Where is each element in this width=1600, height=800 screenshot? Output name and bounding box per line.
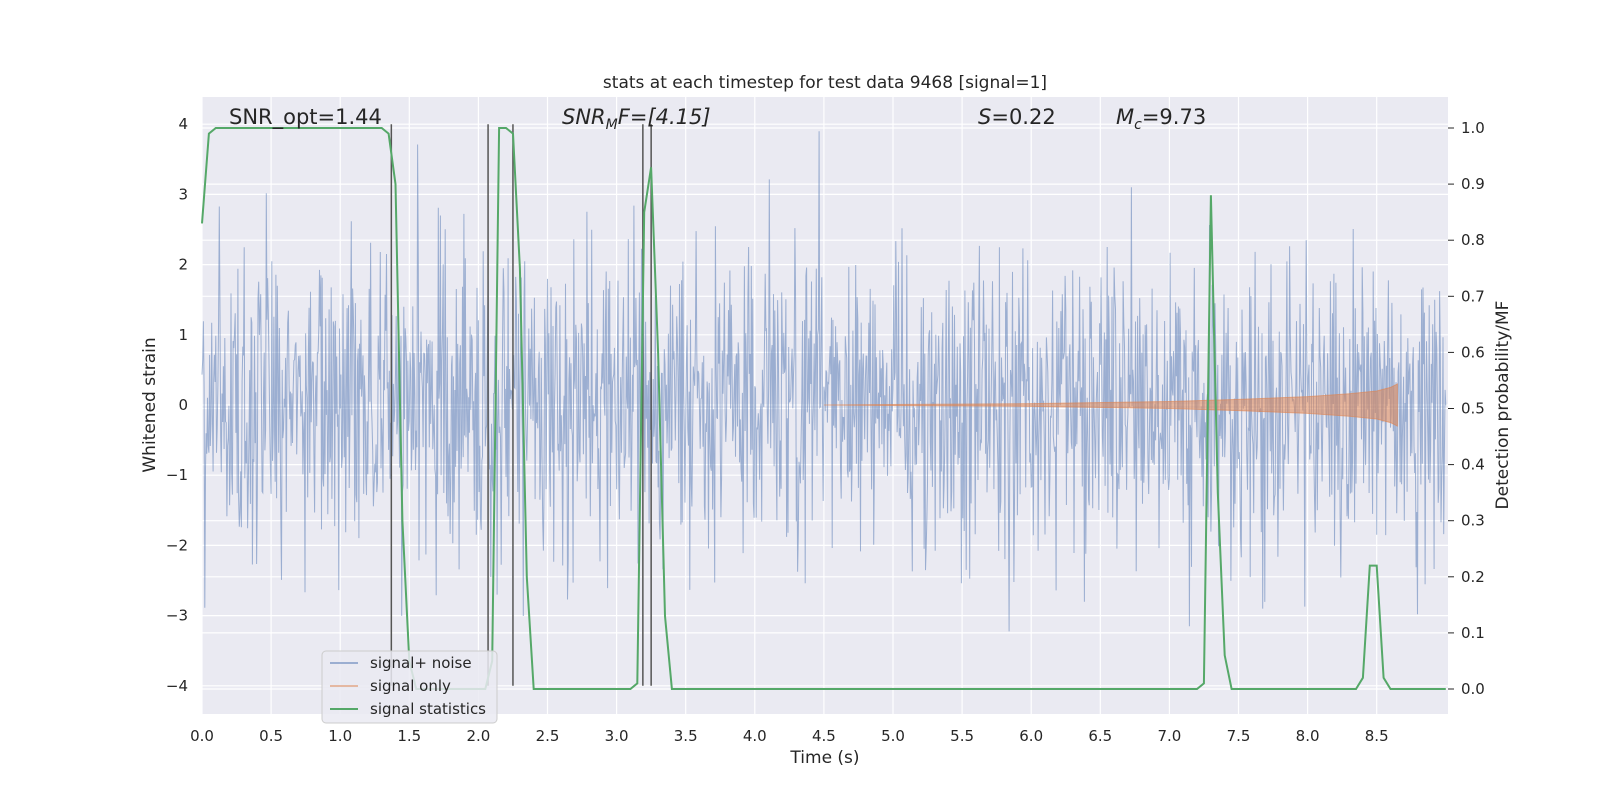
annotation-mc: Mc=9.73 bbox=[1116, 105, 1206, 133]
x-tick-label: 5.5 bbox=[950, 727, 974, 745]
y-left-tick-label: 1 bbox=[178, 326, 188, 344]
y-right-tick-label: 0.3 bbox=[1461, 512, 1485, 530]
x-tick-label: 8.0 bbox=[1296, 727, 1320, 745]
series-area-signal-only bbox=[823, 383, 1398, 427]
y-left-tick-label: 3 bbox=[178, 185, 188, 203]
y-left-tick-label: 4 bbox=[178, 115, 188, 133]
y-left-tick-label: 2 bbox=[178, 256, 188, 274]
x-tick-label: 7.0 bbox=[1157, 727, 1181, 745]
legend-label-signal-statistics: signal statistics bbox=[370, 700, 486, 718]
x-tick-label: 1.0 bbox=[328, 727, 352, 745]
annotation-snr-mf-prefix: SNR bbox=[562, 105, 606, 129]
legend-label-signal-only: signal only bbox=[370, 677, 451, 695]
y-axis-right-label: Detection probability/MF bbox=[1493, 301, 1513, 510]
y-axis-left-ticks: −4 −3 −2 −1 0 1 2 3 4 bbox=[166, 115, 188, 695]
x-tick-label: 3.5 bbox=[674, 727, 698, 745]
y-right-tick-label: 0.9 bbox=[1461, 175, 1485, 193]
series-signal-noise bbox=[201, 131, 1447, 632]
x-tick-label: 4.5 bbox=[812, 727, 836, 745]
y-axis-right-ticks: 0.0 0.1 0.2 0.3 0.4 0.5 0.6 0.7 0.8 0.9 1.0 bbox=[1448, 119, 1485, 698]
x-tick-label: 6.0 bbox=[1019, 727, 1043, 745]
x-axis-label: Time (s) bbox=[789, 748, 859, 768]
x-tick-label: 6.5 bbox=[1088, 727, 1112, 745]
x-tick-label: 5.0 bbox=[881, 727, 905, 745]
series-line-signal-noise bbox=[201, 131, 1447, 632]
annotation-snr-mf-suffix: F=[4.15] bbox=[618, 105, 711, 129]
annotation-s-stat-suffix: =0.22 bbox=[991, 105, 1055, 129]
chart-title: stats at each timestep for test data 946… bbox=[603, 73, 1047, 93]
legend: signal+ noise signal only signal statist… bbox=[321, 650, 498, 724]
y-right-tick-label: 0.4 bbox=[1461, 456, 1485, 474]
annotation-snr-mf-sub: M bbox=[606, 117, 618, 133]
annotation-s-stat-prefix: S bbox=[978, 105, 991, 129]
y-right-tick-label: 0.0 bbox=[1461, 680, 1485, 698]
y-axis-left-label: Whitened strain bbox=[140, 337, 160, 472]
y-right-tick-label: 0.1 bbox=[1461, 624, 1485, 642]
y-left-tick-label: 0 bbox=[178, 396, 188, 414]
x-tick-label: 0.0 bbox=[190, 727, 214, 745]
y-right-tick-label: 0.5 bbox=[1461, 400, 1485, 418]
series-signal-statistics bbox=[201, 127, 1446, 690]
x-tick-label: 3.0 bbox=[605, 727, 629, 745]
legend-box bbox=[321, 650, 498, 724]
x-tick-label: 0.5 bbox=[259, 727, 283, 745]
y-right-tick-label: 0.6 bbox=[1461, 343, 1485, 361]
x-tick-label: 4.0 bbox=[743, 727, 767, 745]
annotation-s-stat: S=0.22 bbox=[978, 105, 1056, 129]
x-axis-ticks: 0.0 0.5 1.0 1.5 2.0 2.5 3.0 3.5 4.0 4.5 5.0 5.5 6.0 6… bbox=[190, 727, 1389, 745]
y-left-tick-label: −4 bbox=[166, 677, 188, 695]
annotation-snr-opt: SNR_opt=1.44 bbox=[229, 105, 382, 130]
annotation-mc-suffix: =9.73 bbox=[1142, 105, 1206, 129]
annotation-mc-prefix: M bbox=[1116, 105, 1134, 129]
legend-label-signal-noise: signal+ noise bbox=[370, 654, 472, 672]
annotation-mc-sub: c bbox=[1134, 117, 1142, 133]
x-tick-label: 2.0 bbox=[466, 727, 490, 745]
annotation-snr-mf: SNRMF=[4.15] bbox=[562, 105, 711, 133]
y-left-tick-label: −2 bbox=[166, 536, 188, 554]
x-tick-label: 1.5 bbox=[397, 727, 421, 745]
y-left-tick-label: −1 bbox=[166, 466, 188, 484]
series-signal-only bbox=[823, 383, 1398, 427]
y-right-tick-label: 0.7 bbox=[1461, 287, 1485, 305]
x-tick-label: 7.5 bbox=[1227, 727, 1251, 745]
y-right-tick-label: 0.8 bbox=[1461, 231, 1485, 249]
x-tick-label: 8.5 bbox=[1365, 727, 1389, 745]
y-left-tick-label: −3 bbox=[166, 607, 188, 625]
series-line-signal-statistics bbox=[201, 127, 1446, 690]
x-tick-label: 2.5 bbox=[536, 727, 560, 745]
vertical-markers bbox=[390, 124, 652, 686]
y-right-tick-label: 0.2 bbox=[1461, 568, 1485, 586]
y-right-tick-label: 1.0 bbox=[1461, 119, 1485, 137]
